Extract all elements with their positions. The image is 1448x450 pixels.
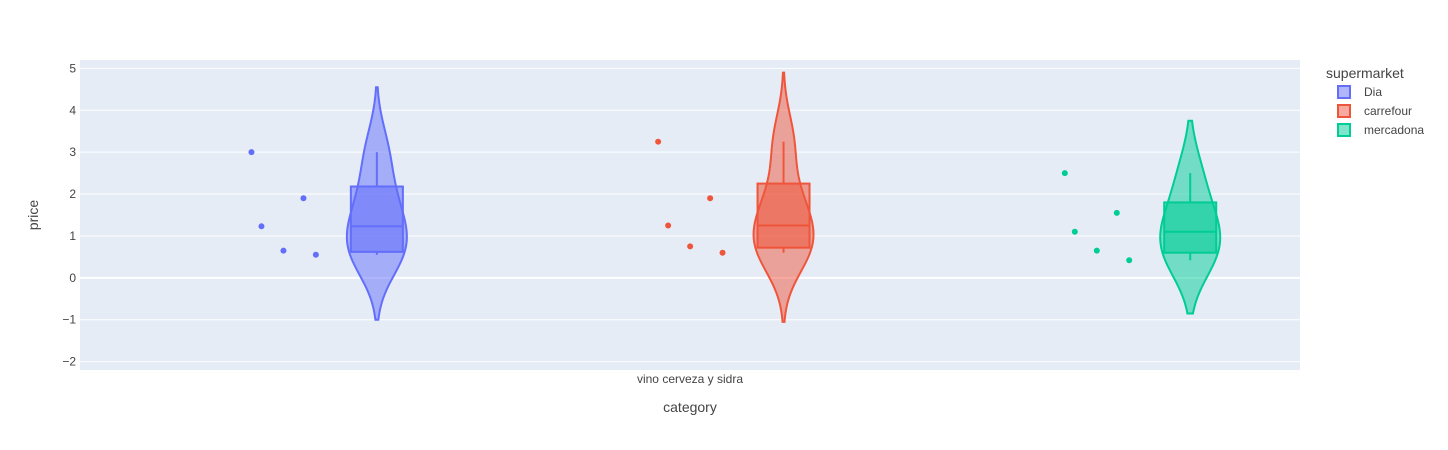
legend-item-mercadona[interactable]: mercadona <box>1337 123 1424 137</box>
x-tick-label: vino cerveza y sidra <box>637 372 743 386</box>
y-tick-label: 2 <box>69 187 76 201</box>
data-point <box>1071 228 1078 235</box>
data-point <box>258 223 265 230</box>
data-point <box>655 138 662 145</box>
grid-lines <box>80 67 1300 363</box>
data-point <box>1113 209 1120 216</box>
legend-item-carrefour[interactable]: carrefour <box>1337 104 1412 118</box>
data-point <box>1126 257 1133 264</box>
y-axis-title: price <box>25 200 41 231</box>
data-point <box>300 195 307 202</box>
y-tick-label: −1 <box>62 313 76 327</box>
series-layer <box>248 71 1222 323</box>
legend-label: carrefour <box>1364 104 1412 118</box>
y-tick-label: −2 <box>62 355 76 369</box>
legend-swatch <box>1337 123 1351 137</box>
y-tick-label: 3 <box>69 145 76 159</box>
data-point <box>707 195 714 202</box>
y-tick-label: 5 <box>69 61 76 75</box>
y-tick-labels: −2 −1 0 1 2 3 4 5 <box>62 61 76 368</box>
data-point <box>1093 247 1100 254</box>
legend-swatch <box>1337 104 1351 118</box>
data-point <box>687 243 694 250</box>
box-iqr <box>756 182 811 249</box>
legend-label: mercadona <box>1364 123 1424 137</box>
legend-swatch <box>1337 85 1351 99</box>
data-point <box>665 222 672 229</box>
legend: Dia carrefour mercadona <box>1337 85 1424 137</box>
box-iqr <box>1163 201 1218 254</box>
legend-label: Dia <box>1364 85 1382 99</box>
data-point <box>719 249 726 256</box>
y-tick-label: 4 <box>69 103 76 117</box>
data-point <box>280 247 287 254</box>
data-point <box>312 251 319 258</box>
data-point <box>248 149 255 156</box>
x-axis-title: category <box>663 399 717 415</box>
y-tick-label: 1 <box>69 229 76 243</box>
y-tick-label: 0 <box>69 271 76 285</box>
series-mercadona <box>1061 119 1222 315</box>
data-point <box>1061 170 1068 177</box>
box-iqr <box>349 185 404 253</box>
legend-item-dia[interactable]: Dia <box>1337 85 1382 99</box>
plot-background <box>80 60 1300 370</box>
series-dia <box>248 86 408 321</box>
legend-title: supermarket <box>1326 65 1404 81</box>
series-carrefour <box>655 71 815 323</box>
x-tick-labels: vino cerveza y sidra <box>637 372 743 386</box>
